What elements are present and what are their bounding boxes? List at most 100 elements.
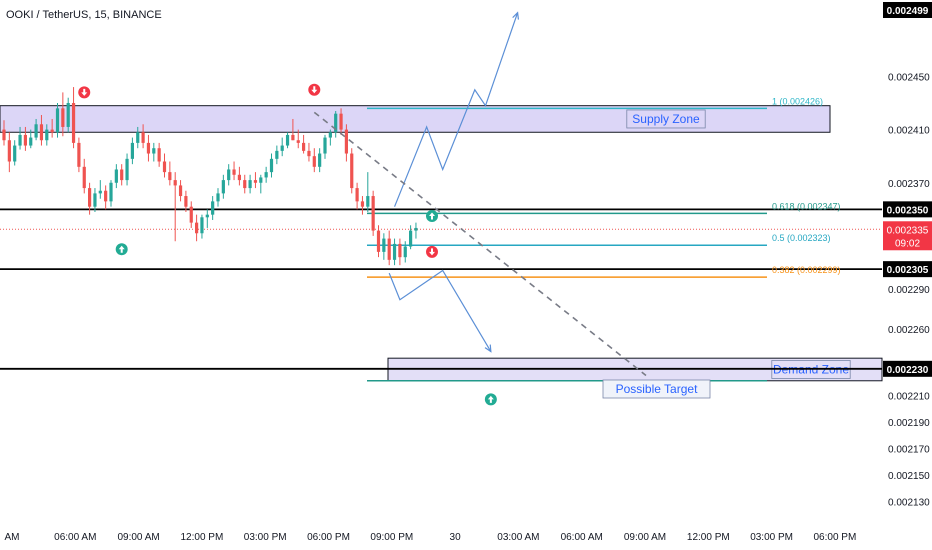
possible-target-label: Possible Target bbox=[616, 382, 698, 396]
candle-body bbox=[259, 177, 263, 183]
candle-body bbox=[237, 174, 241, 181]
candle-body bbox=[189, 206, 193, 223]
price-tick-label: 0.002370 bbox=[888, 179, 930, 190]
level-price-badge-box bbox=[883, 261, 932, 278]
time-tick-label: AM bbox=[5, 532, 20, 543]
candle-body bbox=[360, 201, 365, 207]
time-tick-label: 12:00 PM bbox=[687, 532, 730, 543]
candle-body bbox=[275, 150, 279, 159]
candle-body bbox=[13, 145, 17, 162]
candle-body bbox=[184, 196, 188, 207]
projections-layer bbox=[313, 11, 647, 377]
candle-body bbox=[382, 238, 386, 252]
candle-body bbox=[120, 169, 124, 181]
bar-countdown-label: 09:02 bbox=[895, 238, 920, 249]
candle-body bbox=[355, 188, 359, 202]
fib-level-label: 1 (0.002426) bbox=[772, 96, 823, 106]
candle-body bbox=[253, 180, 258, 183]
candle-body bbox=[205, 214, 209, 218]
dashed-trendline bbox=[313, 111, 647, 377]
sell-arrow-glyph bbox=[81, 88, 88, 96]
candle-body bbox=[227, 169, 231, 181]
candles-layer bbox=[2, 87, 418, 266]
buy-arrow-glyph bbox=[118, 245, 125, 253]
up-arrow-head bbox=[512, 11, 520, 20]
time-tick-label: 12:00 PM bbox=[180, 532, 223, 543]
candle-body bbox=[200, 217, 204, 234]
level-price-badge: 0.002230 bbox=[887, 365, 929, 376]
candle-body bbox=[82, 166, 86, 189]
candle-body bbox=[285, 134, 290, 146]
candle-body bbox=[173, 180, 177, 186]
candle-body bbox=[114, 169, 118, 183]
candle-body bbox=[350, 153, 354, 189]
time-axis[interactable]: AM 06:00 AM 09:00 AM 12:00 PM 03:00 PM 06:00 … bbox=[5, 532, 857, 543]
candle-body bbox=[328, 132, 332, 138]
candle-body bbox=[269, 158, 274, 173]
candle-body bbox=[50, 129, 54, 133]
candle-body bbox=[66, 103, 70, 127]
zone-label-box bbox=[626, 109, 706, 129]
time-tick-label: 09:00 PM bbox=[370, 532, 413, 543]
candle-body bbox=[88, 188, 92, 207]
price-tick-label: 0.002410 bbox=[888, 126, 930, 137]
candle-body bbox=[23, 134, 27, 146]
candle-body bbox=[344, 129, 348, 154]
annotations-layer: Possible Target bbox=[602, 379, 711, 399]
candle-body bbox=[7, 140, 11, 162]
time-tick-label: 06:00 PM bbox=[813, 532, 856, 543]
possible-target-box bbox=[602, 379, 711, 399]
candle-body bbox=[403, 246, 407, 258]
candle-body bbox=[243, 180, 247, 189]
chart-title: OOKI / TetherUS, 15, BINANCE bbox=[6, 9, 162, 21]
candle-body bbox=[55, 108, 60, 133]
price-axis[interactable]: 0.002450 0.002410 0.002370 0.002290 0.002260… bbox=[883, 2, 932, 509]
candle-body bbox=[312, 156, 316, 167]
time-tick-label: 09:00 AM bbox=[624, 532, 666, 543]
candle-body bbox=[136, 132, 140, 143]
down-arrow-head bbox=[484, 344, 492, 353]
candle-body bbox=[334, 113, 338, 133]
candle-body bbox=[146, 142, 151, 154]
levels-layer bbox=[0, 208, 882, 370]
candle-body bbox=[39, 124, 44, 141]
candle-body bbox=[18, 134, 22, 146]
level-price-badge-box bbox=[883, 360, 932, 377]
candle-body bbox=[157, 148, 161, 162]
candle-body bbox=[409, 230, 413, 247]
candle-body bbox=[248, 180, 252, 189]
time-tick-label: 06:00 AM bbox=[561, 532, 603, 543]
candle-body bbox=[195, 222, 199, 234]
candle-body bbox=[323, 137, 327, 154]
candle-body bbox=[211, 201, 215, 215]
candle-body bbox=[414, 227, 418, 231]
fib-level-label: 0.618 (0.002347) bbox=[772, 201, 841, 211]
fib-level-label: 0.382 (0.002299) bbox=[772, 265, 841, 275]
candle-body bbox=[77, 142, 81, 167]
buy-arrow-glyph bbox=[429, 212, 435, 220]
time-tick-label: 30 bbox=[450, 532, 462, 543]
signals-layer bbox=[78, 83, 497, 406]
candle-body bbox=[296, 140, 300, 143]
candle-body bbox=[302, 142, 306, 151]
price-tick-label: 0.002150 bbox=[888, 471, 930, 482]
candle-body bbox=[152, 148, 156, 154]
candle-body bbox=[371, 196, 375, 231]
price-tick-label: 0.002190 bbox=[888, 418, 930, 429]
sell-arrow-glyph bbox=[311, 86, 318, 94]
time-tick-label: 03:00 AM bbox=[497, 532, 539, 543]
zone-label: Supply Zone bbox=[632, 112, 700, 126]
sell-arrow-glyph bbox=[429, 248, 435, 256]
level-price-badge-box bbox=[883, 201, 932, 218]
candle-body bbox=[376, 230, 381, 252]
candle-body bbox=[104, 190, 108, 202]
candle-body bbox=[45, 129, 49, 141]
candle-body bbox=[168, 172, 172, 181]
top-price-badge: 0.002499 bbox=[887, 6, 929, 17]
price-tick-label: 0.002210 bbox=[888, 391, 930, 402]
time-tick-label: 06:00 PM bbox=[307, 532, 350, 543]
candle-body bbox=[264, 172, 268, 178]
level-price-badge: 0.002350 bbox=[887, 205, 929, 216]
candle-body bbox=[387, 238, 391, 260]
